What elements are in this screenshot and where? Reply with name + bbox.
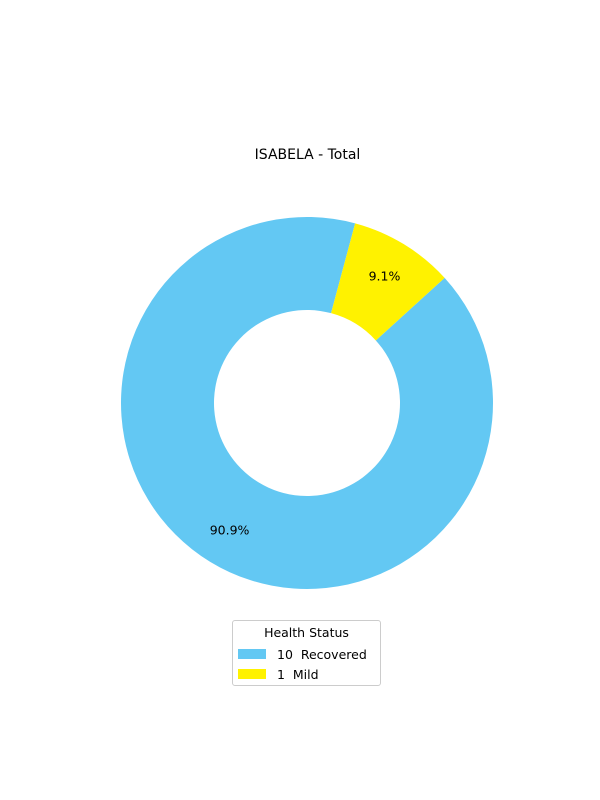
slice-mild [331,223,445,341]
legend-label-recovered: 10 Recovered [277,646,367,662]
legend-title: Health Status [264,625,349,640]
legend-swatch-recovered [238,649,266,659]
pct-label-mild: 9.1% [369,268,401,283]
legend-label-mild: 1 Mild [277,666,319,682]
slice-recovered [121,216,494,589]
pct-label-recovered: 90.9% [210,523,250,538]
legend-entry-recovered: 10 Recovered [238,646,367,662]
legend: Health Status 10 Recovered 1 Mild [232,620,381,686]
legend-swatch-mild [238,669,266,679]
legend-entry-mild: 1 Mild [238,666,319,682]
chart-title: ISABELA - Total [254,147,361,163]
